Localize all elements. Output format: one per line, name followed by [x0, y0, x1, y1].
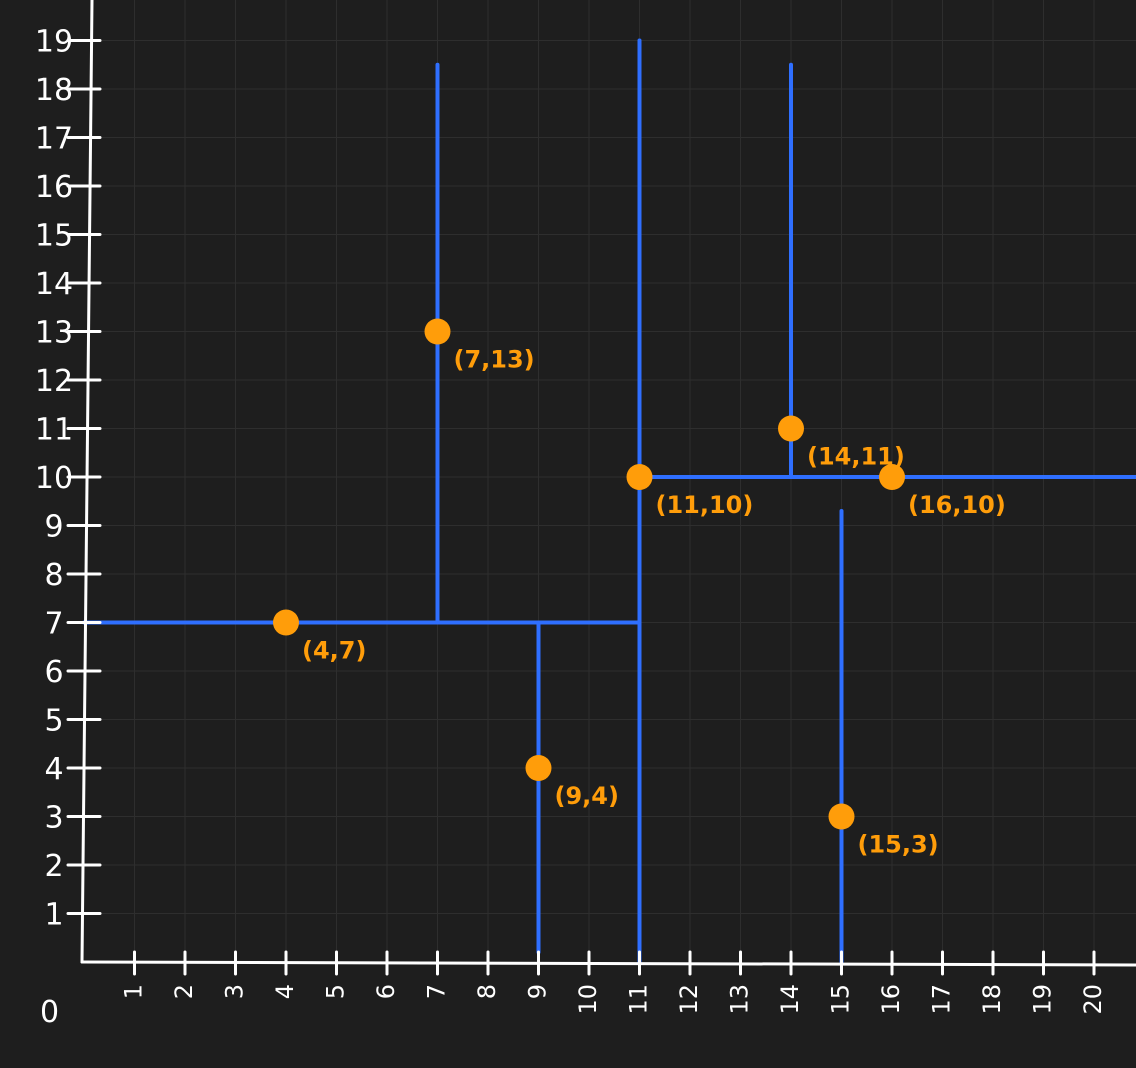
x-tick-label: 10 — [574, 984, 602, 1015]
y-tick-label: 1 — [44, 898, 63, 933]
y-tick-label: 10 — [35, 461, 73, 496]
x-tick-label: 17 — [928, 984, 956, 1015]
y-tick-label: 7 — [44, 607, 63, 642]
y-tick-label: 11 — [35, 413, 73, 448]
point-label: (15,3) — [858, 831, 939, 859]
x-tick-label: 15 — [827, 984, 855, 1015]
x-tick-label: 11 — [625, 984, 653, 1015]
y-axis — [80, 0, 94, 964]
axes — [80, 0, 1136, 967]
y-tick-label: 12 — [35, 364, 73, 399]
x-tick-label: 3 — [221, 984, 249, 999]
x-tick-label: 4 — [271, 984, 299, 999]
point-label: (7,13) — [454, 346, 535, 374]
x-tick-label: 2 — [170, 984, 198, 999]
x-tick-label: 14 — [776, 984, 804, 1015]
x-tick-label: 7 — [423, 984, 451, 999]
split-lines — [82, 38, 1136, 964]
point-label: (4,7) — [302, 637, 366, 665]
data-point — [879, 464, 905, 490]
y-tick-label: 14 — [35, 267, 73, 302]
x-tick-label: 19 — [1029, 984, 1057, 1015]
y-tick-label: 5 — [44, 704, 63, 739]
point-label: (11,10) — [656, 491, 754, 519]
x-axis — [80, 960, 1136, 967]
points: (4,7)(7,13)(9,4)(11,10)(14,11)(15,3)(16,… — [273, 318, 1006, 859]
data-point — [828, 803, 855, 830]
x-tick-label: 12 — [675, 984, 703, 1015]
point-label: (16,10) — [908, 491, 1006, 519]
point-label: (9,4) — [555, 782, 619, 810]
x-tick-label: 9 — [524, 984, 552, 999]
data-point — [273, 609, 299, 636]
data-point — [778, 415, 804, 442]
y-tick-label: 17 — [35, 122, 73, 157]
x-ticks: 1 2 3 4 5 6 7 8 9 10 11 12 13 14 15 16 17 18 19 20 — [120, 950, 1107, 1015]
y-tick-label: 13 — [35, 316, 73, 351]
y-tick-label: 9 — [44, 510, 63, 545]
x-tick-label: 1 — [120, 984, 148, 999]
data-point — [626, 464, 653, 490]
x-tick-label: 6 — [372, 984, 400, 999]
y-tick-label: 15 — [35, 219, 73, 254]
x-tick-label: 16 — [877, 984, 905, 1015]
data-point — [525, 755, 552, 781]
y-tick-label: 8 — [44, 558, 63, 593]
origin-label: 0 — [40, 995, 59, 1030]
y-tick-label: 18 — [35, 73, 73, 108]
y-tick-label: 2 — [44, 849, 63, 884]
grid — [84, 0, 1136, 962]
y-tick-label: 4 — [44, 752, 63, 787]
y-tick-label: 16 — [35, 170, 73, 205]
x-tick-label: 18 — [978, 984, 1006, 1015]
x-tick-label: 13 — [726, 984, 754, 1015]
y-tick-label: 19 — [35, 25, 73, 60]
data-point — [424, 318, 451, 345]
x-tick-label: 20 — [1079, 984, 1107, 1015]
y-tick-label: 3 — [44, 801, 63, 836]
y-tick-label: 6 — [44, 655, 63, 690]
x-tick-label: 8 — [473, 984, 501, 999]
x-tick-label: 5 — [322, 984, 350, 999]
